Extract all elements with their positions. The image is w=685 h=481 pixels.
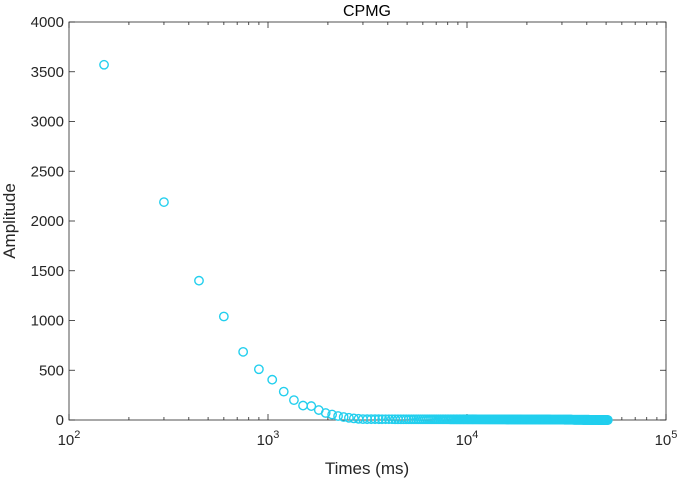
y-tick-label: 4000 xyxy=(31,14,64,31)
x-tick-label: 102 xyxy=(58,429,81,449)
data-point xyxy=(333,411,343,421)
data-point xyxy=(383,414,394,425)
y-axis-ticks: 0 500 1000 1500 2000 2500 3000 3500 4000 xyxy=(31,14,666,429)
y-tick-label: 2000 xyxy=(31,213,64,230)
data-point xyxy=(327,409,338,420)
data-point xyxy=(344,412,354,423)
data-point xyxy=(401,414,412,425)
y-tick-label: 2500 xyxy=(31,163,64,180)
data-point xyxy=(366,414,377,425)
y-tick-label: 3000 xyxy=(31,114,64,131)
data-point xyxy=(602,415,613,425)
data-point xyxy=(253,364,264,375)
data-point xyxy=(320,408,331,418)
data-point xyxy=(267,374,278,385)
y-tick-label: 1500 xyxy=(31,263,64,280)
y-axis-label: Amplitude xyxy=(0,183,19,259)
y-tick-label: 500 xyxy=(39,362,64,379)
chart-title: CPMG xyxy=(343,3,391,20)
data-point xyxy=(278,386,289,397)
x-tick-label: 103 xyxy=(257,429,280,449)
plot-area xyxy=(68,21,667,421)
data-point xyxy=(238,346,249,357)
data-point xyxy=(159,197,169,207)
y-tick-label: 1000 xyxy=(31,313,64,330)
data-point xyxy=(338,412,349,422)
data-point xyxy=(377,414,388,425)
data-point xyxy=(370,414,380,425)
data-point xyxy=(306,401,317,411)
x-tick-label: 105 xyxy=(655,429,678,449)
y-tick-label: 0 xyxy=(56,412,64,429)
data-point xyxy=(194,275,204,286)
data-point xyxy=(373,414,384,425)
data-point xyxy=(348,413,359,424)
data-point xyxy=(99,59,109,70)
data-points xyxy=(99,59,613,425)
x-tick-label: 104 xyxy=(456,429,479,449)
data-point xyxy=(218,311,229,322)
data-point xyxy=(380,414,391,425)
data-point xyxy=(289,395,299,405)
y-tick-label: 3500 xyxy=(31,64,64,81)
x-axis-label: Times (ms) xyxy=(325,459,409,478)
